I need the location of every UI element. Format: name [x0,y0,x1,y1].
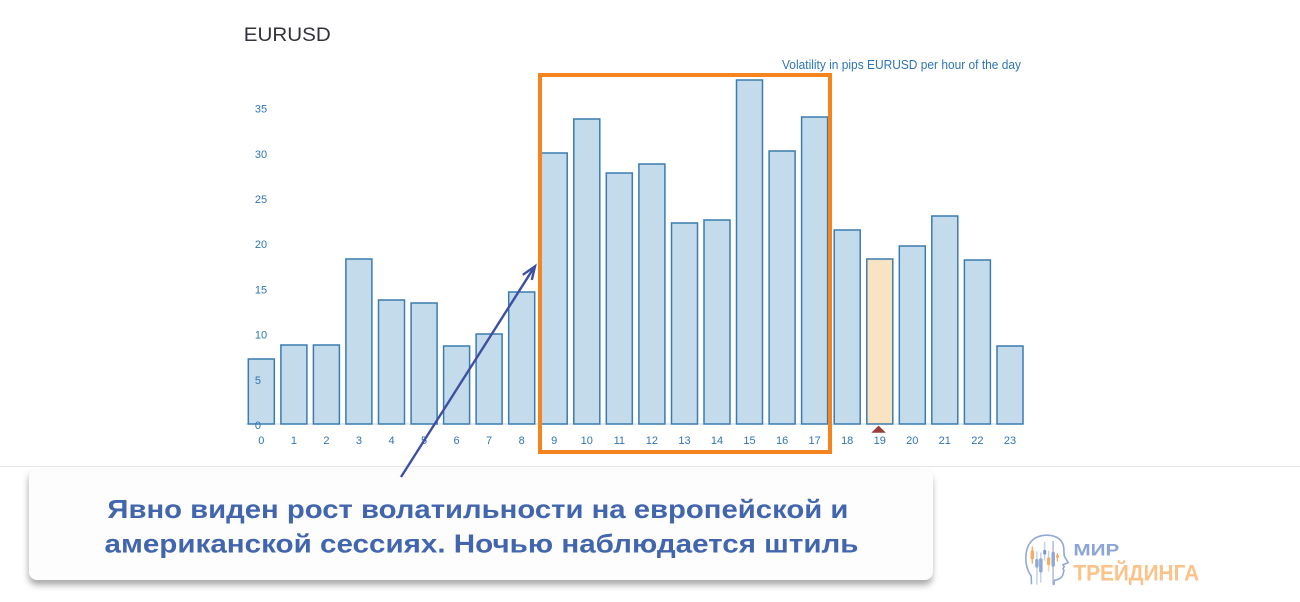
svg-text:16: 16 [776,435,788,447]
svg-text:ТРЕЙДИНГА: ТРЕЙДИНГА [1073,560,1199,585]
svg-text:3: 3 [356,435,362,447]
svg-text:19: 19 [874,435,886,447]
svg-text:Volatility in pips EURUSD per: Volatility in pips EURUSD per hour of th… [782,58,1022,72]
svg-text:15: 15 [743,435,755,447]
svg-text:18: 18 [841,435,853,447]
svg-text:14: 14 [711,435,723,447]
svg-text:8: 8 [519,435,525,447]
svg-text:9: 9 [551,435,557,447]
svg-text:30: 30 [255,149,267,161]
svg-text:35: 35 [255,104,267,116]
svg-text:15: 15 [255,284,267,296]
svg-text:20: 20 [906,435,918,447]
svg-text:0: 0 [258,435,264,447]
svg-text:4: 4 [388,435,394,447]
svg-text:1: 1 [291,435,297,447]
svg-text:6: 6 [454,435,460,447]
svg-text:2: 2 [323,435,329,447]
svg-text:МИР: МИР [1073,541,1119,560]
svg-text:5: 5 [255,375,261,387]
svg-text:22: 22 [971,435,983,447]
svg-text:23: 23 [1004,435,1016,447]
svg-text:11: 11 [614,435,625,447]
svg-text:EURUSD: EURUSD [244,25,331,46]
svg-text:0: 0 [255,420,261,432]
svg-text:13: 13 [678,435,690,447]
svg-text:10: 10 [255,330,267,342]
svg-text:17: 17 [808,435,820,447]
svg-text:12: 12 [646,435,658,447]
svg-text:21: 21 [939,435,951,447]
svg-text:7: 7 [486,435,492,447]
svg-text:американской сессиях. Ночью на: американской сессиях. Ночью наблюдается … [105,529,859,559]
svg-text:20: 20 [255,239,267,251]
svg-text:10: 10 [581,435,593,447]
svg-text:Явно виден рост волатильности: Явно виден рост волатильности на европей… [107,494,848,524]
svg-text:25: 25 [255,194,267,206]
